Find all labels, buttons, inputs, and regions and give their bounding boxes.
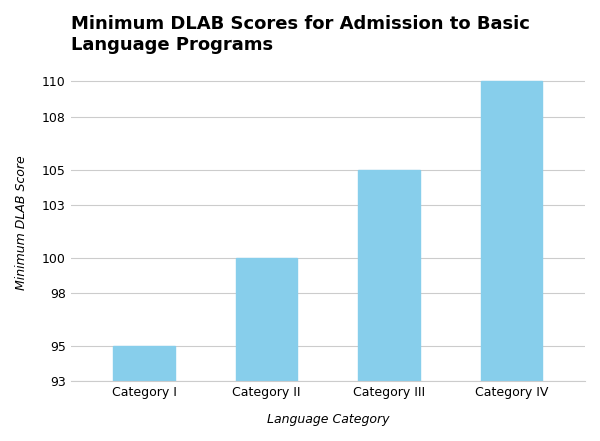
Bar xyxy=(113,346,175,381)
Y-axis label: Minimum DLAB Score: Minimum DLAB Score xyxy=(15,155,28,290)
Text: Minimum DLAB Scores for Admission to Basic
Language Programs: Minimum DLAB Scores for Admission to Bas… xyxy=(71,15,530,54)
Bar xyxy=(236,258,297,381)
X-axis label: Language Category: Language Category xyxy=(266,413,389,426)
Bar xyxy=(358,169,419,381)
Bar xyxy=(481,81,542,381)
